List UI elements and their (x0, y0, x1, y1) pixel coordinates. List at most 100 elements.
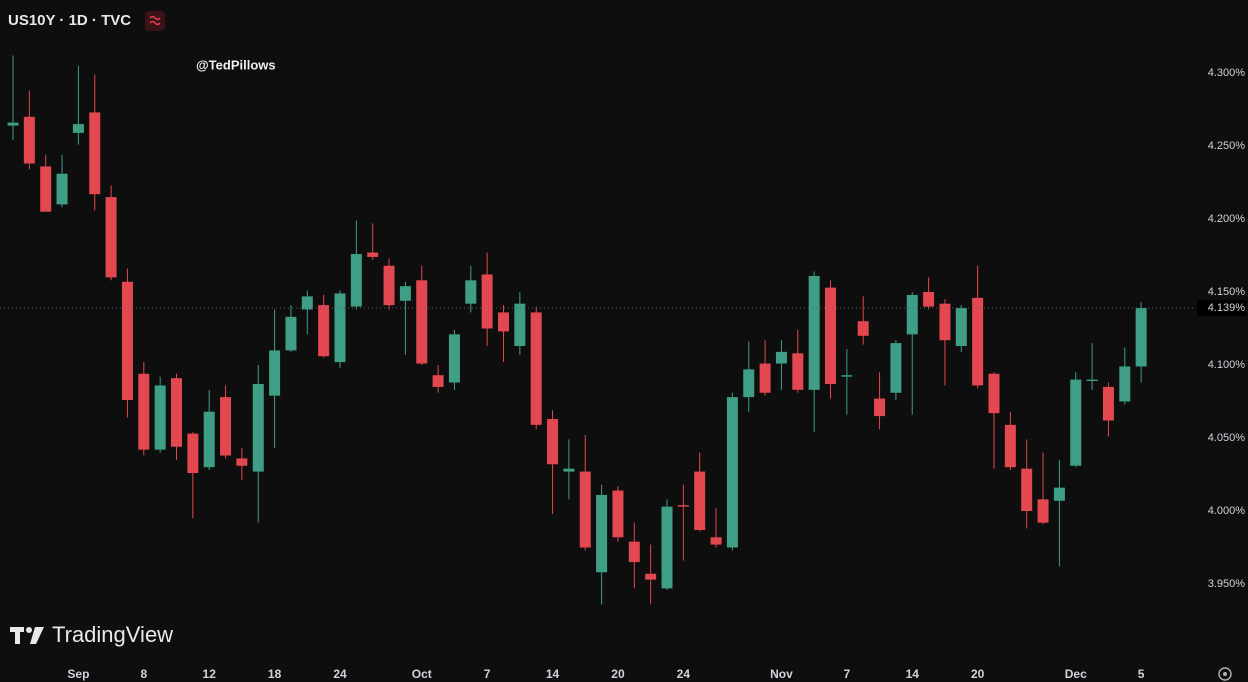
y-tick-label: 3.950% (1208, 578, 1246, 590)
x-tick-label: 24 (333, 667, 347, 681)
y-tick-label: 4.200% (1208, 213, 1246, 225)
candle-body (890, 343, 902, 393)
candle-body (89, 112, 101, 195)
x-tick-label: 14 (546, 667, 560, 681)
candle-body (72, 124, 84, 133)
candle-body (710, 537, 722, 545)
annotation: @TedPillows (196, 57, 276, 72)
candle-body (1021, 468, 1033, 511)
candle-body (465, 280, 477, 304)
x-tick-label: 12 (203, 667, 217, 681)
candle-body (939, 303, 951, 341)
logo-mark (10, 627, 44, 644)
candle-body (318, 305, 330, 357)
watermark: TradingView (52, 622, 173, 647)
y-tick-label: 4.000% (1208, 505, 1246, 517)
candle-body (579, 471, 591, 548)
candle-body (645, 573, 657, 580)
candle-body (759, 363, 771, 393)
candle-body (726, 397, 738, 548)
x-tick-label: 20 (971, 667, 985, 681)
candle-body (432, 375, 444, 387)
candle-body (1119, 366, 1131, 402)
candle-body (775, 351, 787, 364)
y-tick-label: 4.100% (1208, 359, 1246, 371)
x-tick-label: 24 (677, 667, 691, 681)
candle-body (1004, 424, 1016, 468)
x-tick-label: 7 (844, 667, 851, 681)
candle-body (563, 468, 575, 472)
candle-body (154, 385, 166, 450)
y-tick-label: 4.050% (1208, 432, 1246, 444)
x-tick-label: 18 (268, 667, 282, 681)
candle-body (612, 490, 624, 538)
x-tick-label: 14 (906, 667, 920, 681)
candle-body (743, 369, 755, 398)
x-tick-label: 20 (611, 667, 625, 681)
candle-body (874, 398, 886, 417)
x-tick-label: Sep (67, 667, 89, 681)
candle-body (906, 294, 918, 335)
candle-body (792, 353, 804, 390)
candle-body (923, 292, 935, 307)
y-tick-label: 4.150% (1208, 286, 1246, 298)
candle-body (1135, 308, 1147, 367)
candle-body (350, 254, 362, 307)
x-tick-label: 7 (484, 667, 491, 681)
settings-icon[interactable] (1218, 667, 1232, 681)
candle-body (530, 312, 542, 425)
candle-body (825, 287, 836, 384)
candle-body (399, 286, 411, 301)
candle-body (1070, 379, 1082, 466)
status-icon (145, 11, 165, 31)
candle-body (972, 297, 984, 386)
candle-body (203, 411, 215, 468)
candle-body (448, 334, 460, 383)
candle-body (105, 197, 117, 278)
candle-body (220, 397, 232, 456)
candle-body (481, 274, 493, 329)
candle-body (40, 166, 52, 212)
candle-body (187, 433, 199, 474)
candle-body (808, 275, 820, 390)
candle-body (7, 122, 19, 126)
candle-body (121, 281, 133, 401)
candle-body (498, 312, 509, 332)
y-tick-label: 4.250% (1208, 140, 1246, 152)
candle-body (334, 293, 346, 363)
last-price-label: 4.139% (1208, 302, 1246, 314)
x-tick-label: Dec (1065, 667, 1087, 681)
y-tick-label: 4.300% (1208, 67, 1246, 79)
candle-body (514, 303, 526, 347)
candle-body (1086, 379, 1098, 382)
candle-body (56, 173, 68, 205)
candle-body (285, 316, 297, 351)
candle-body (252, 383, 264, 472)
candle-body (138, 373, 150, 450)
candle-body (171, 378, 182, 447)
candle-body (416, 280, 428, 364)
candle-body (547, 419, 559, 465)
candle-body (596, 494, 608, 573)
candle-body (367, 252, 379, 257)
candle-body (988, 373, 1000, 414)
candle-body (383, 265, 395, 306)
candle-body (269, 350, 281, 396)
chart-title: US10Y · 1D · TVC (8, 12, 131, 29)
last-price-box (1197, 300, 1247, 317)
x-tick-label: Oct (412, 667, 432, 681)
x-tick-label: Nov (770, 667, 793, 681)
candle-body (677, 505, 689, 507)
candle-body (661, 506, 673, 589)
candle-body (23, 116, 35, 164)
candle-body (236, 458, 248, 466)
candle-body (301, 296, 313, 310)
candle-body (1053, 487, 1065, 501)
candle-body (1102, 386, 1114, 421)
candle-body (955, 308, 967, 347)
candle-body (1037, 499, 1049, 523)
candle-body (694, 471, 706, 530)
